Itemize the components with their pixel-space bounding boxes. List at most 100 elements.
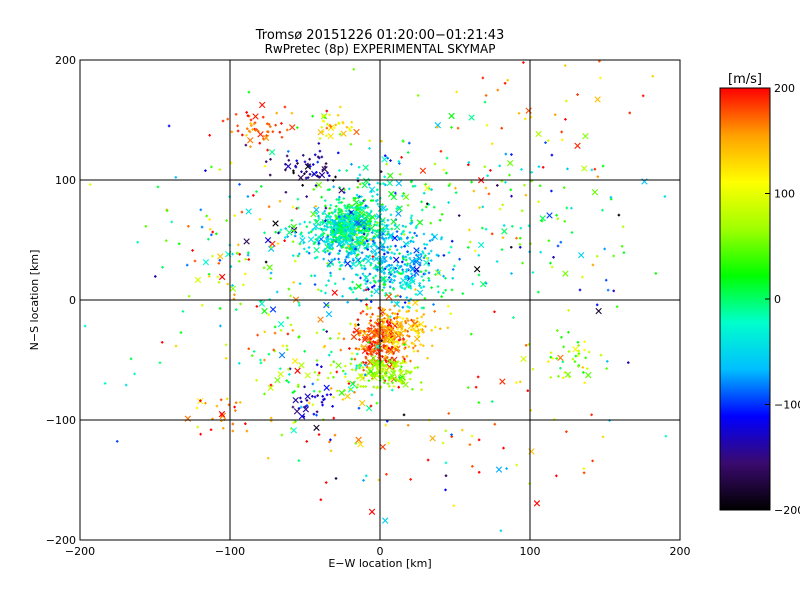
data-point <box>315 410 319 414</box>
data-point <box>496 88 500 92</box>
data-point <box>369 281 372 285</box>
data-point <box>355 386 359 389</box>
data-point <box>501 236 505 239</box>
data-point <box>353 286 356 290</box>
data-point <box>348 347 351 350</box>
data-point <box>577 352 581 355</box>
data-point <box>350 163 353 166</box>
data-point <box>239 302 242 306</box>
data-point <box>245 111 248 114</box>
data-point <box>381 309 385 313</box>
data-point <box>374 274 377 278</box>
data-point <box>394 379 397 382</box>
data-point-cross <box>393 256 400 264</box>
data-point <box>369 315 373 319</box>
data-point <box>362 232 366 236</box>
data-point <box>408 141 411 145</box>
data-point <box>389 273 393 276</box>
data-point <box>576 341 580 344</box>
data-point <box>195 406 199 410</box>
data-point <box>352 221 356 225</box>
data-point <box>237 361 241 365</box>
data-point <box>376 193 379 196</box>
data-point <box>209 428 213 432</box>
data-point <box>297 459 301 462</box>
data-point <box>326 264 329 268</box>
data-point <box>383 154 387 158</box>
data-point <box>320 125 324 129</box>
data-point <box>550 265 554 269</box>
data-point <box>349 143 353 146</box>
data-point <box>481 226 484 230</box>
data-point-cross <box>331 289 338 296</box>
data-point-cross <box>564 371 572 378</box>
data-point <box>386 251 390 254</box>
data-point <box>375 223 379 227</box>
data-point <box>288 373 291 376</box>
data-point <box>349 322 352 326</box>
data-point <box>401 283 405 287</box>
data-point <box>329 371 332 375</box>
data-point <box>427 279 431 282</box>
data-point-cross <box>323 301 330 309</box>
data-point <box>321 395 325 398</box>
data-point <box>456 126 460 130</box>
data-point <box>174 344 178 348</box>
data-point <box>395 207 399 210</box>
data-point <box>366 214 370 217</box>
data-point-cross <box>313 424 320 431</box>
data-point <box>351 206 354 209</box>
data-point <box>375 245 378 248</box>
data-point <box>422 232 426 236</box>
data-point <box>324 219 327 222</box>
data-point <box>449 245 453 249</box>
data-point <box>582 471 586 475</box>
data-point <box>303 247 306 251</box>
data-point <box>408 231 412 234</box>
data-point <box>404 225 407 229</box>
data-point-cross <box>278 352 286 359</box>
data-point <box>343 215 346 218</box>
data-point-cross <box>269 240 276 247</box>
data-point <box>413 344 417 348</box>
data-point <box>371 255 375 258</box>
data-point <box>305 404 309 407</box>
data-point <box>384 329 387 333</box>
colorbar <box>719 87 771 511</box>
data-point <box>392 329 396 333</box>
data-point-cross <box>272 220 279 227</box>
data-point <box>498 164 501 168</box>
data-point <box>555 474 558 478</box>
y-axis-label: N−S location [km] <box>28 250 41 351</box>
data-point <box>156 185 160 189</box>
data-point <box>481 205 485 209</box>
data-point <box>565 206 569 210</box>
data-point <box>354 347 358 350</box>
data-point <box>103 382 107 385</box>
data-point <box>356 352 359 356</box>
data-point <box>606 288 610 292</box>
data-point <box>205 214 208 218</box>
data-point <box>412 350 416 353</box>
data-point <box>318 137 322 140</box>
data-point <box>384 364 388 367</box>
data-point <box>301 154 305 157</box>
data-point <box>181 310 185 313</box>
data-point <box>322 257 325 261</box>
data-point <box>371 239 375 243</box>
data-point <box>444 288 447 292</box>
data-point <box>335 370 339 374</box>
data-point <box>562 345 565 349</box>
data-point <box>408 371 412 375</box>
data-point <box>208 134 211 137</box>
data-point <box>447 412 451 415</box>
data-point <box>336 151 340 155</box>
data-point <box>305 225 309 229</box>
data-point-cross <box>416 219 424 226</box>
data-point <box>226 282 230 286</box>
data-point <box>429 259 433 262</box>
data-point <box>394 295 398 298</box>
data-point <box>369 327 373 330</box>
data-point <box>440 295 443 298</box>
